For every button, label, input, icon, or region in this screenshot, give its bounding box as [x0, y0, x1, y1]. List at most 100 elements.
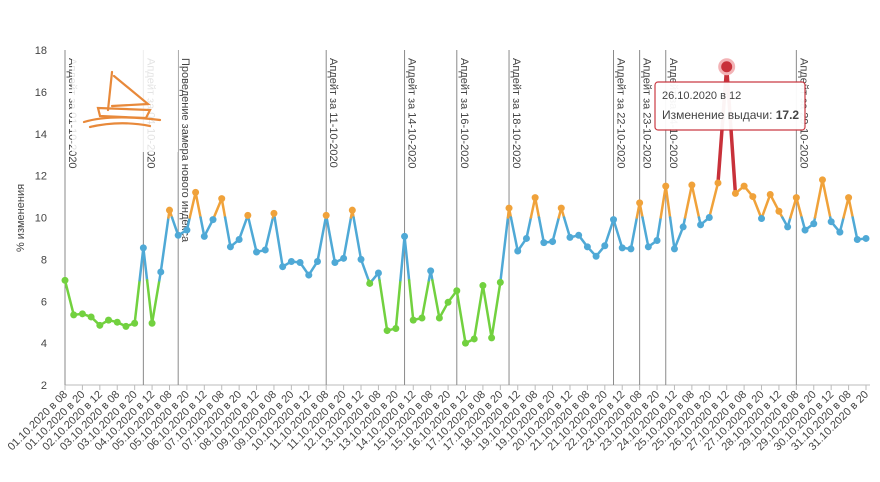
line-segment: [359, 258, 370, 282]
point: [392, 324, 400, 332]
point: [148, 319, 156, 327]
line-segment: [159, 216, 170, 274]
y-tick-label: 8: [41, 254, 47, 266]
line-segment: [325, 216, 337, 264]
line-segment: [490, 281, 502, 340]
point: [270, 209, 278, 217]
line-segment: [194, 191, 202, 219]
point: [261, 246, 269, 254]
point: [749, 193, 757, 201]
line-segment: [223, 216, 232, 249]
point: [862, 234, 870, 242]
point: [470, 335, 478, 343]
line-segment: [142, 246, 149, 282]
line-segment: [394, 279, 402, 330]
point: [688, 181, 696, 189]
point: [70, 311, 78, 319]
point: [78, 310, 86, 318]
point: [627, 245, 635, 253]
line-segment: [455, 289, 467, 345]
point: [845, 194, 853, 202]
line-segment: [603, 218, 615, 248]
point: [279, 263, 287, 271]
point: [679, 223, 687, 231]
point: [139, 244, 147, 252]
line-segment: [760, 193, 772, 219]
tooltip-date: 26.10.2020 в 12: [662, 90, 741, 102]
point: [157, 268, 165, 276]
y-tick-label: 18: [35, 45, 47, 57]
line-segment: [668, 216, 676, 251]
line-segment: [655, 216, 662, 242]
line-segment: [431, 279, 441, 320]
line-segment: [612, 218, 624, 250]
point: [409, 316, 417, 324]
annotation-text: Апдейт за 11-10-2020: [327, 58, 339, 168]
point: [444, 298, 452, 306]
line-segment: [150, 279, 161, 325]
point: [583, 243, 591, 251]
y-tick-label: 4: [41, 338, 47, 350]
line-segment: [751, 195, 763, 219]
point: [775, 207, 783, 215]
point: [453, 287, 461, 295]
line-segment: [851, 216, 859, 241]
point: [357, 255, 365, 263]
point: [566, 233, 574, 241]
point: [209, 216, 217, 224]
tooltip-value: 17.2: [776, 108, 800, 122]
point: [479, 282, 487, 290]
line-segment: [708, 181, 720, 219]
point: [818, 176, 826, 184]
logo-bg: [72, 48, 178, 152]
point: [653, 237, 661, 245]
line-segment: [378, 279, 389, 332]
point: [784, 223, 792, 231]
line-segment: [264, 216, 275, 252]
line-segment: [247, 216, 258, 254]
line-segment: [551, 216, 561, 243]
point: [374, 269, 382, 277]
line-segment: [420, 279, 431, 320]
point: [522, 234, 530, 242]
y-tick-label: 2: [41, 380, 47, 392]
point: [226, 243, 234, 251]
point: [758, 215, 766, 223]
point: [296, 259, 304, 267]
point: [740, 182, 748, 190]
annotation-text: Апдейт за 22-10-2020: [615, 58, 627, 169]
tooltip-body: Изменение выдачи: 17.2: [662, 108, 799, 122]
point: [235, 235, 243, 243]
point: [174, 231, 182, 239]
point: [331, 259, 339, 267]
line-segment: [664, 184, 672, 219]
point: [697, 221, 705, 229]
point: [592, 252, 600, 260]
line-segment: [641, 216, 650, 249]
point: [418, 314, 426, 322]
line-segment: [342, 216, 353, 260]
point: [340, 254, 348, 262]
point: [488, 334, 496, 342]
point: [348, 206, 356, 214]
line-segment: [188, 191, 197, 219]
y-tick-label: 14: [35, 129, 47, 141]
point: [705, 214, 713, 221]
point: [618, 244, 626, 252]
point: [183, 226, 191, 234]
y-tick-label: 12: [35, 171, 47, 183]
tooltip-name: Изменение выдачи: [662, 108, 769, 122]
line-segment: [690, 183, 701, 219]
point: [105, 316, 113, 324]
point: [366, 279, 374, 287]
line-segment: [63, 279, 75, 317]
point: [427, 267, 435, 275]
line-segment: [316, 216, 328, 263]
point: [322, 211, 330, 219]
line-segment: [403, 235, 411, 282]
y-tick-label: 16: [35, 87, 47, 99]
point: [122, 322, 130, 330]
y-axis-label: % изменения: [15, 184, 27, 252]
